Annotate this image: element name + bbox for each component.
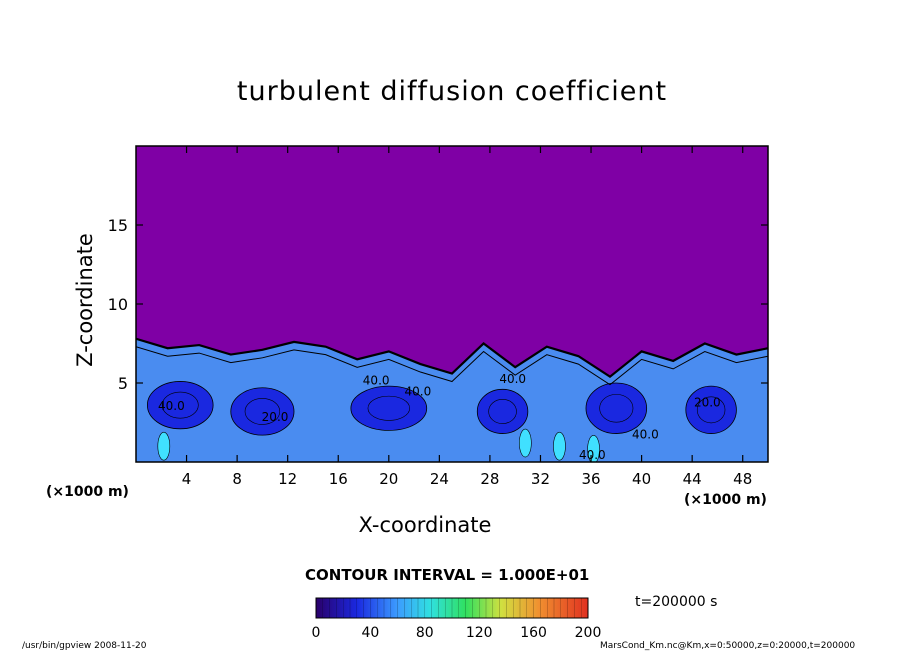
x-axis-label: X-coordinate [358, 513, 492, 537]
colorbar-ticks: 0 40 80 120 160 200 [312, 625, 602, 641]
colorbar-tick-label: 200 [575, 625, 602, 641]
x-unit-label-left: (×1000 m) [46, 484, 129, 500]
chart-title: turbulent diffusion coefficient [236, 76, 668, 107]
low-value-cell [350, 385, 428, 431]
low-value-cell [146, 381, 214, 430]
colorbar-tick-label: 0 [312, 625, 321, 641]
x-tick-label: 4 [182, 470, 192, 488]
contour-label: 40.0 [579, 448, 606, 462]
x-tick-label: 16 [329, 470, 348, 488]
low-value-cell [685, 385, 737, 434]
x-tick-label: 48 [733, 470, 752, 488]
x-tick-label: 44 [683, 470, 702, 488]
contour-line [488, 398, 517, 424]
boundary-layer-contour [136, 337, 768, 379]
y-tick-label: 10 [108, 295, 128, 314]
x-tick-label: 12 [278, 470, 297, 488]
y-axis-label: Z-coordinate [73, 233, 97, 367]
y-tick-label: 5 [118, 374, 128, 393]
contour-line [367, 395, 410, 421]
boundary-layer-contour-inner [136, 346, 768, 386]
colorbar-tick-label: 40 [361, 625, 379, 641]
time-label: t=200000 s [635, 594, 718, 610]
low-value-cell [476, 388, 529, 434]
footer-left: /usr/bin/gpview 2008-11-20 [22, 641, 147, 651]
x-tick-label: 32 [531, 470, 550, 488]
high-value-plume [519, 428, 532, 458]
colorbar-tick-label: 120 [466, 625, 493, 641]
contour-line [696, 396, 726, 424]
x-axis-ticks: 4 8 12 16 20 24 28 32 36 40 44 48 [182, 146, 752, 488]
x-unit-label-right: (×1000 m) [684, 492, 767, 508]
contour-label: 20.0 [262, 410, 289, 424]
high-value-plume [157, 431, 171, 461]
contour-labels: 40.0 20.0 40.0 40.0 40.0 40.0 40.0 20.0 [158, 372, 721, 462]
colorbar-tick-label: 80 [416, 625, 434, 641]
x-tick-label: 8 [232, 470, 242, 488]
x-tick-label: 36 [581, 470, 600, 488]
high-value-plume [553, 431, 566, 461]
contour-label: 40.0 [405, 385, 432, 399]
y-axis-ticks: 5 10 15 [108, 216, 768, 393]
colorbar-tick-label: 160 [520, 625, 547, 641]
contour-label: 40.0 [632, 427, 659, 441]
contour-label: 40.0 [499, 372, 526, 386]
contour-label: 20.0 [694, 396, 721, 410]
contour-line [599, 394, 634, 423]
contour-label: 40.0 [158, 399, 185, 413]
x-tick-label: 24 [430, 470, 449, 488]
y-tick-label: 15 [108, 216, 128, 235]
contour-label: 40.0 [363, 374, 390, 388]
footer-right: MarsCond_Km.nc@Km,x=0:50000,z=0:20000,t=… [600, 641, 856, 651]
turbulent-field [136, 337, 768, 462]
contour-interval-label: CONTOUR INTERVAL = 1.000E+01 [305, 566, 590, 584]
x-tick-label: 28 [480, 470, 499, 488]
contour-line [244, 398, 281, 425]
contour-line [161, 391, 199, 419]
low-value-cell [585, 382, 648, 434]
colorbar-stripes [315, 598, 589, 618]
x-tick-label: 20 [379, 470, 398, 488]
x-tick-label: 40 [632, 470, 651, 488]
low-value-cell [230, 387, 295, 436]
